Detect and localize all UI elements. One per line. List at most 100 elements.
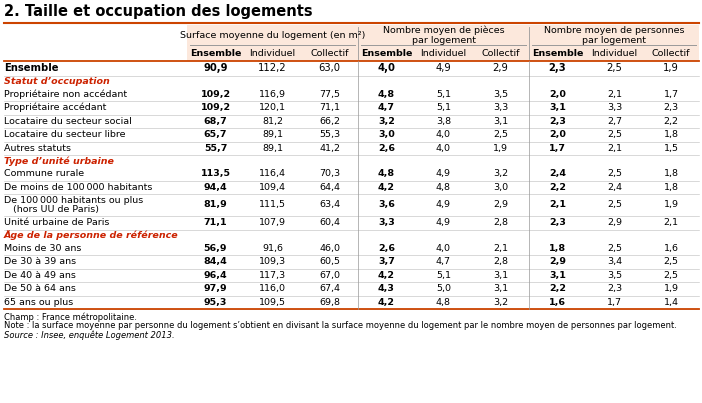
Text: 3,0: 3,0 bbox=[493, 183, 508, 192]
Text: Nombre moyen de pièces
par logement: Nombre moyen de pièces par logement bbox=[383, 25, 504, 46]
Text: 89,1: 89,1 bbox=[262, 144, 283, 153]
Text: 5,1: 5,1 bbox=[436, 90, 451, 99]
Text: 97,9: 97,9 bbox=[204, 284, 227, 293]
Text: 2,2: 2,2 bbox=[549, 284, 566, 293]
Text: Unité urbaine de Paris: Unité urbaine de Paris bbox=[4, 218, 110, 227]
Text: De 40 à 49 ans: De 40 à 49 ans bbox=[4, 271, 76, 280]
Text: 5,1: 5,1 bbox=[436, 271, 451, 280]
Text: 1,7: 1,7 bbox=[549, 144, 566, 153]
Text: 2,9: 2,9 bbox=[493, 201, 508, 210]
Text: 2. Taille et occupation des logements: 2. Taille et occupation des logements bbox=[4, 4, 312, 19]
Text: 1,9: 1,9 bbox=[663, 284, 679, 293]
Text: 3,5: 3,5 bbox=[607, 271, 622, 280]
Text: 2,8: 2,8 bbox=[493, 218, 508, 227]
Text: 65,7: 65,7 bbox=[204, 130, 227, 139]
Text: 71,1: 71,1 bbox=[204, 218, 227, 227]
Bar bbox=[187, 25, 699, 60]
Text: 56,9: 56,9 bbox=[204, 244, 227, 253]
Text: 3,1: 3,1 bbox=[493, 271, 508, 280]
Text: 63,4: 63,4 bbox=[319, 201, 340, 210]
Text: Individuel: Individuel bbox=[592, 49, 637, 58]
Text: 5,0: 5,0 bbox=[436, 284, 451, 293]
Text: 60,5: 60,5 bbox=[319, 257, 340, 266]
Text: 71,1: 71,1 bbox=[319, 103, 340, 112]
Text: 1,7: 1,7 bbox=[607, 298, 622, 307]
Text: De 100 000 habitants ou plus: De 100 000 habitants ou plus bbox=[4, 196, 143, 205]
Text: 2,0: 2,0 bbox=[549, 90, 566, 99]
Text: 116,4: 116,4 bbox=[259, 169, 286, 178]
Text: 66,2: 66,2 bbox=[319, 117, 340, 126]
Text: Collectif: Collectif bbox=[482, 49, 519, 58]
Text: Individuel: Individuel bbox=[420, 49, 467, 58]
Text: 116,9: 116,9 bbox=[259, 90, 286, 99]
Text: 4,8: 4,8 bbox=[378, 169, 395, 178]
Text: 64,4: 64,4 bbox=[319, 183, 340, 192]
Text: 4,0: 4,0 bbox=[436, 130, 451, 139]
Text: 2,9: 2,9 bbox=[549, 257, 566, 266]
Text: 2,1: 2,1 bbox=[607, 144, 622, 153]
Text: 2,3: 2,3 bbox=[549, 63, 567, 73]
Text: Surface moyenne du logement (en m²): Surface moyenne du logement (en m²) bbox=[180, 31, 365, 40]
Text: 3,7: 3,7 bbox=[378, 257, 395, 266]
Text: 81,2: 81,2 bbox=[262, 117, 283, 126]
Text: 2,3: 2,3 bbox=[607, 284, 622, 293]
Text: 2,5: 2,5 bbox=[607, 244, 622, 253]
Text: 4,0: 4,0 bbox=[378, 63, 395, 73]
Text: 2,3: 2,3 bbox=[549, 117, 566, 126]
Text: 3,0: 3,0 bbox=[378, 130, 395, 139]
Text: 46,0: 46,0 bbox=[319, 244, 340, 253]
Text: 3,2: 3,2 bbox=[378, 117, 395, 126]
Text: 2,5: 2,5 bbox=[663, 271, 679, 280]
Text: 60,4: 60,4 bbox=[319, 218, 340, 227]
Text: Collectif: Collectif bbox=[651, 49, 690, 58]
Text: 4,2: 4,2 bbox=[378, 298, 395, 307]
Text: 3,3: 3,3 bbox=[378, 218, 395, 227]
Text: 2,1: 2,1 bbox=[663, 218, 679, 227]
Text: Propriétaire non accédant: Propriétaire non accédant bbox=[4, 89, 127, 99]
Text: Champ : France métropolitaine.: Champ : France métropolitaine. bbox=[4, 313, 137, 322]
Text: 1,6: 1,6 bbox=[663, 244, 679, 253]
Text: 116,0: 116,0 bbox=[259, 284, 286, 293]
Text: Ensemble: Ensemble bbox=[4, 63, 58, 73]
Text: 2,4: 2,4 bbox=[549, 169, 566, 178]
Text: 65 ans ou plus: 65 ans ou plus bbox=[4, 298, 73, 307]
Text: Source : Insee, enquête Logement 2013.: Source : Insee, enquête Logement 2013. bbox=[4, 330, 175, 339]
Text: 81,9: 81,9 bbox=[204, 201, 227, 210]
Text: 4,8: 4,8 bbox=[436, 183, 451, 192]
Text: 2,9: 2,9 bbox=[493, 63, 508, 73]
Text: 1,7: 1,7 bbox=[663, 90, 679, 99]
Text: 2,8: 2,8 bbox=[493, 257, 508, 266]
Text: 55,3: 55,3 bbox=[319, 130, 340, 139]
Text: De moins de 100 000 habitants: De moins de 100 000 habitants bbox=[4, 183, 152, 192]
Text: 84,4: 84,4 bbox=[204, 257, 227, 266]
Text: 3,3: 3,3 bbox=[607, 103, 622, 112]
Text: 89,1: 89,1 bbox=[262, 130, 283, 139]
Text: 68,7: 68,7 bbox=[204, 117, 227, 126]
Text: Autres statuts: Autres statuts bbox=[4, 144, 71, 153]
Text: 3,1: 3,1 bbox=[549, 103, 566, 112]
Text: 2,2: 2,2 bbox=[549, 183, 566, 192]
Text: 77,5: 77,5 bbox=[319, 90, 340, 99]
Text: Locataire du secteur libre: Locataire du secteur libre bbox=[4, 130, 126, 139]
Text: 67,4: 67,4 bbox=[319, 284, 340, 293]
Text: 41,2: 41,2 bbox=[319, 144, 340, 153]
Text: 4,0: 4,0 bbox=[436, 144, 451, 153]
Text: Statut d’occupation: Statut d’occupation bbox=[4, 77, 110, 86]
Text: 112,2: 112,2 bbox=[258, 63, 287, 73]
Text: Locataire du secteur social: Locataire du secteur social bbox=[4, 117, 132, 126]
Text: Type d’unité urbaine: Type d’unité urbaine bbox=[4, 156, 114, 166]
Text: 1,9: 1,9 bbox=[663, 201, 679, 210]
Text: 2,3: 2,3 bbox=[549, 218, 566, 227]
Text: 4,9: 4,9 bbox=[436, 201, 451, 210]
Text: 70,3: 70,3 bbox=[319, 169, 340, 178]
Text: 2,1: 2,1 bbox=[549, 201, 566, 210]
Text: Âge de la personne de référence: Âge de la personne de référence bbox=[4, 231, 179, 241]
Text: 3,2: 3,2 bbox=[493, 169, 508, 178]
Text: 90,9: 90,9 bbox=[204, 63, 227, 73]
Text: 2,9: 2,9 bbox=[607, 218, 622, 227]
Text: 2,5: 2,5 bbox=[663, 257, 679, 266]
Text: 117,3: 117,3 bbox=[259, 271, 286, 280]
Text: Ensemble: Ensemble bbox=[532, 49, 583, 58]
Text: 109,2: 109,2 bbox=[201, 103, 230, 112]
Text: 1,8: 1,8 bbox=[663, 169, 679, 178]
